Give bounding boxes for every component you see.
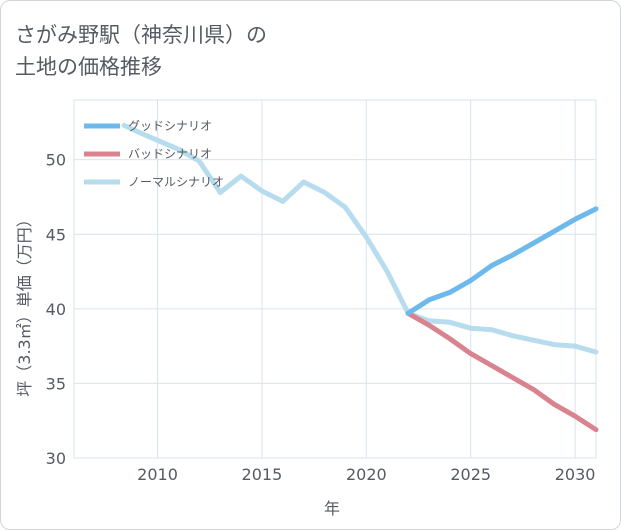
x-tick-label-2030: 2030	[555, 465, 596, 484]
x-tick-label-2025: 2025	[450, 465, 491, 484]
x-tick-label-2020: 2020	[346, 465, 387, 484]
y-tick-label-40: 40	[46, 300, 66, 319]
x-tick-label-2010: 2010	[137, 465, 178, 484]
legend-label-normal: ノーマルシナリオ	[128, 175, 224, 189]
y-tick-label-45: 45	[46, 225, 66, 244]
x-tick-label-2015: 2015	[242, 465, 283, 484]
tick-labels: 2010 2015 2020 2025 2030 30 35 40 45 50	[46, 151, 596, 484]
y-tick-label-35: 35	[46, 374, 66, 393]
series-lines	[121, 122, 599, 433]
legend-label-bad: バッドシナリオ	[128, 147, 212, 161]
series-line-good	[405, 206, 599, 316]
y-tick-label-30: 30	[46, 449, 66, 468]
series-line-normal	[121, 122, 599, 355]
chart-title-line1: さがみ野駅（神奈川県）の	[15, 23, 267, 47]
x-axis-label: 年	[324, 499, 340, 518]
axes	[73, 99, 597, 459]
chart-title-line2: 土地の価格推移	[15, 55, 162, 79]
series-line-bad	[405, 310, 599, 433]
legend-label-good: グッドシナリオ	[128, 119, 212, 133]
y-tick-label-50: 50	[46, 151, 66, 170]
chart-title: さがみ野駅（神奈川県）の 土地の価格推移	[15, 19, 267, 83]
y-axis-label: 坪（3.3㎡）単価（万円）	[15, 211, 34, 396]
